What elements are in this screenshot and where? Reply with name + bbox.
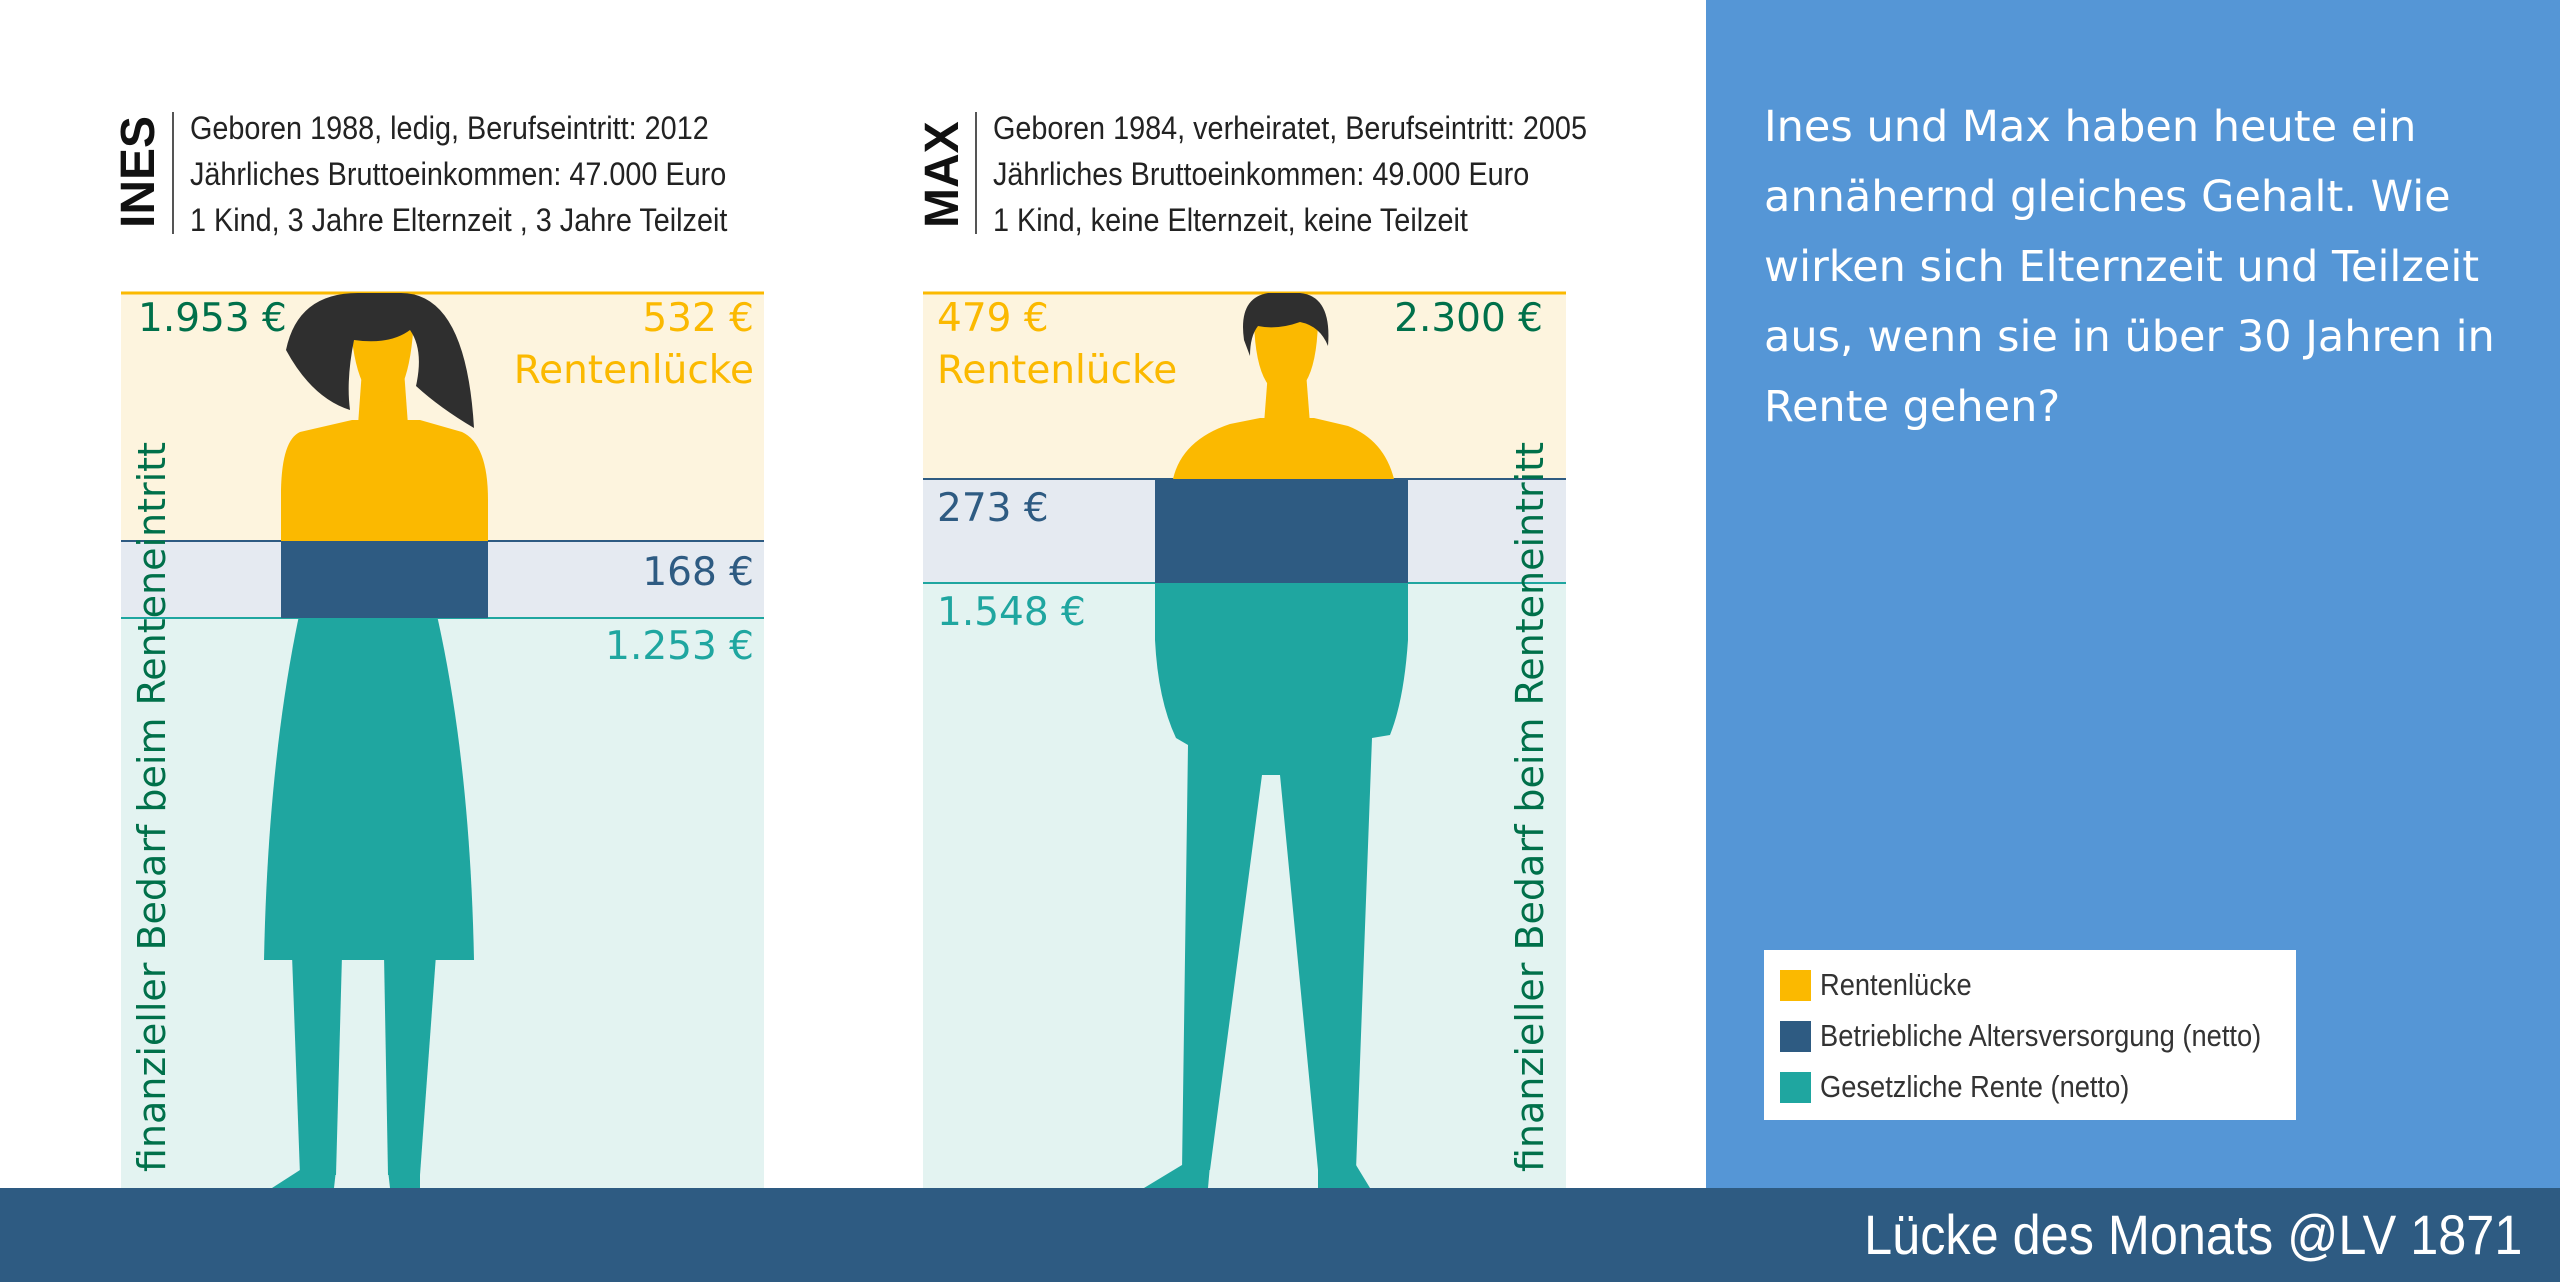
- max-gap-sublabel: Rentenlücke: [937, 348, 1178, 393]
- footer-text: Lücke des Monats @LV 1871: [1863, 1203, 2522, 1266]
- max-info-line-1: Geboren 1984, verheiratet, Berufseintrit…: [993, 110, 1587, 146]
- ines-gap-label: 532 €: [642, 296, 754, 341]
- ines-info: Geboren 1988, ledig, Berufseintritt: 201…: [190, 105, 727, 243]
- max-gap-label: 479 €: [937, 296, 1049, 341]
- ines-vertical-label: finanzieller Bedarf beim Renteneintritt: [130, 442, 174, 1172]
- max-total-label: 2.300 €: [1394, 296, 1543, 341]
- ines-info-line-3: 1 Kind, 3 Jahre Elternzeit , 3 Jahre Tei…: [190, 202, 728, 238]
- max-info: Geboren 1984, verheiratet, Berufseintrit…: [993, 105, 1587, 243]
- ines-info-line-1: Geboren 1988, ledig, Berufseintritt: 201…: [190, 110, 709, 146]
- legend-label-gap: Rentenlücke: [1820, 967, 1972, 1002]
- footer-bar: Lücke des Monats @LV 1871: [0, 1188, 2560, 1282]
- ines-info-divider: [172, 112, 174, 234]
- max-info-divider: [975, 112, 977, 234]
- max-state-label: 1.548 €: [937, 590, 1086, 635]
- max-figure: [1144, 293, 1408, 1188]
- max-company-label: 273 €: [937, 486, 1049, 531]
- ines-gap-sublabel: Rentenlücke: [513, 348, 754, 393]
- question-text: Ines und Max haben heute ein annähernd g…: [1764, 102, 2495, 432]
- legend-swatch-gap: [1780, 970, 1811, 1001]
- ines-figure: [264, 292, 488, 1188]
- ines-company-label: 168 €: [642, 550, 754, 595]
- legend-label-state: Gesetzliche Rente (netto): [1820, 1069, 2130, 1104]
- pension-chart: [121, 291, 1566, 1188]
- ines-state-label: 1.253 €: [605, 624, 754, 669]
- legend: Rentenlücke Betriebliche Altersversorgun…: [1764, 950, 2296, 1120]
- max-info-line-2: Jährliches Bruttoeinkommen: 49.000 Euro: [993, 156, 1530, 192]
- max-vertical-label: finanzieller Bedarf beim Renteneintritt: [1508, 442, 1552, 1172]
- legend-swatch-company: [1780, 1021, 1811, 1052]
- ines-info-line-2: Jährliches Bruttoeinkommen: 47.000 Euro: [190, 156, 727, 192]
- legend-label-company: Betriebliche Altersversorgung (netto): [1820, 1018, 2262, 1053]
- max-info-line-3: 1 Kind, keine Elternzeit, keine Teilzeit: [993, 202, 1468, 238]
- ines-total-label: 1.953 €: [138, 296, 287, 341]
- legend-swatch-state: [1780, 1072, 1811, 1103]
